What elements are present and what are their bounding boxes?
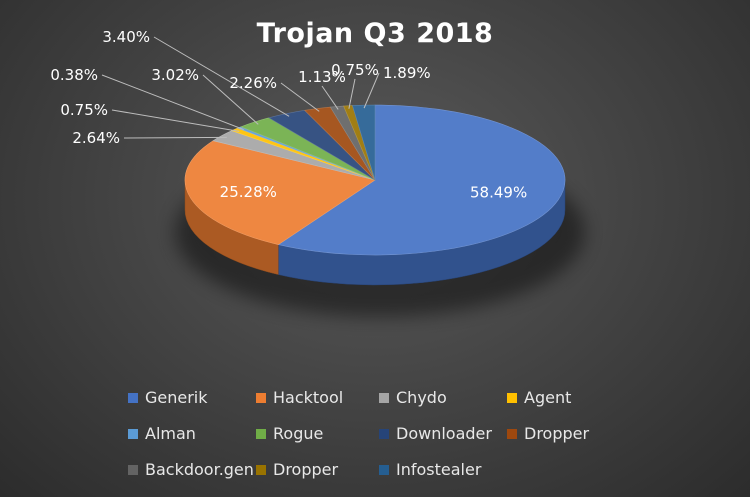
- leader-line-dropper-9: [348, 78, 356, 109]
- legend-item-dropper-7: Dropper: [507, 424, 627, 443]
- legend-label-dropper-9: Dropper: [273, 460, 339, 479]
- legend-label-infostealer-10: Infostealer: [396, 460, 482, 479]
- leader-line-alman-4: [101, 74, 244, 131]
- data-label-infostealer-10: 1.89%: [383, 64, 431, 82]
- data-label-dropper-7: 2.26%: [229, 74, 277, 92]
- leader-line-agent-3: [111, 109, 240, 132]
- data-label-generik-0: 58.49%: [470, 183, 527, 201]
- legend-swatch-dropper-9: [256, 464, 266, 475]
- leader-line-chydo-2: [123, 136, 227, 139]
- legend-item-backdoor-gen-8: Backdoor.gen: [128, 460, 256, 479]
- legend-item-dropper-9: Dropper: [256, 460, 379, 479]
- leader-line-rogue-5: [202, 74, 259, 125]
- legend-item-alman-4: Alman: [128, 424, 256, 443]
- legend-item-downloader-6: Downloader: [379, 424, 507, 443]
- legend-label-hacktool-1: Hacktool: [273, 388, 344, 407]
- legend-swatch-alman-4: [128, 428, 138, 439]
- data-label-chydo-2: 2.64%: [72, 129, 120, 147]
- legend-swatch-backdoor-gen-8: [128, 464, 138, 475]
- data-label-downloader-6: 3.40%: [102, 28, 150, 46]
- data-label-rogue-5: 3.02%: [151, 66, 199, 84]
- data-label-agent-3: 0.75%: [60, 101, 108, 119]
- legend-swatch-downloader-6: [379, 428, 389, 439]
- legend-swatch-chydo-2: [379, 392, 389, 403]
- legend-swatch-dropper-7: [507, 428, 517, 439]
- legend-swatch-infostealer-10: [379, 464, 389, 475]
- legend-swatch-rogue-5: [256, 428, 266, 439]
- leader-line-backdoor-gen-8: [321, 85, 339, 110]
- pie-slice-infostealer-10: [352, 104, 376, 181]
- leader-line-downloader-6: [153, 36, 290, 117]
- data-label-hacktool-1: 25.28%: [220, 183, 277, 201]
- legend-item-hacktool-1: Hacktool: [256, 388, 379, 407]
- legend-item-infostealer-10: Infostealer: [379, 460, 507, 479]
- legend-label-rogue-5: Rogue: [273, 424, 324, 443]
- pie-slice-hacktool-1: [184, 140, 376, 245]
- legend-item-agent-3: Agent: [507, 388, 627, 407]
- legend-swatch-generik-0: [128, 392, 138, 403]
- legend-label-dropper-7: Dropper: [524, 424, 590, 443]
- legend-label-agent-3: Agent: [524, 388, 572, 407]
- legend: Generik Hacktool Chydo Agent Alman Rogue Downl…: [128, 388, 628, 479]
- legend-swatch-hacktool-1: [256, 392, 266, 403]
- legend-label-generik-0: Generik: [145, 388, 208, 407]
- legend-label-downloader-6: Downloader: [396, 424, 492, 443]
- leader-line-infostealer-10: [363, 72, 380, 109]
- pie-slice-generik-0: [277, 104, 566, 256]
- legend-swatch-agent-3: [507, 392, 517, 403]
- legend-item-rogue-5: Rogue: [256, 424, 379, 443]
- data-label-alman-4: 0.38%: [50, 66, 98, 84]
- legend-item-generik-0: Generik: [128, 388, 256, 407]
- legend-label-backdoor-gen-8: Backdoor.gen: [145, 460, 254, 479]
- data-label-backdoor-gen-8: 1.13%: [298, 68, 346, 86]
- leader-line-dropper-7: [280, 82, 320, 112]
- chart-title: Trojan Q3 2018: [256, 18, 494, 49]
- data-label-dropper-9: 0.75%: [331, 61, 379, 79]
- legend-item-chydo-2: Chydo: [379, 388, 507, 407]
- legend-label-chydo-2: Chydo: [396, 388, 447, 407]
- legend-label-alman-4: Alman: [145, 424, 196, 443]
